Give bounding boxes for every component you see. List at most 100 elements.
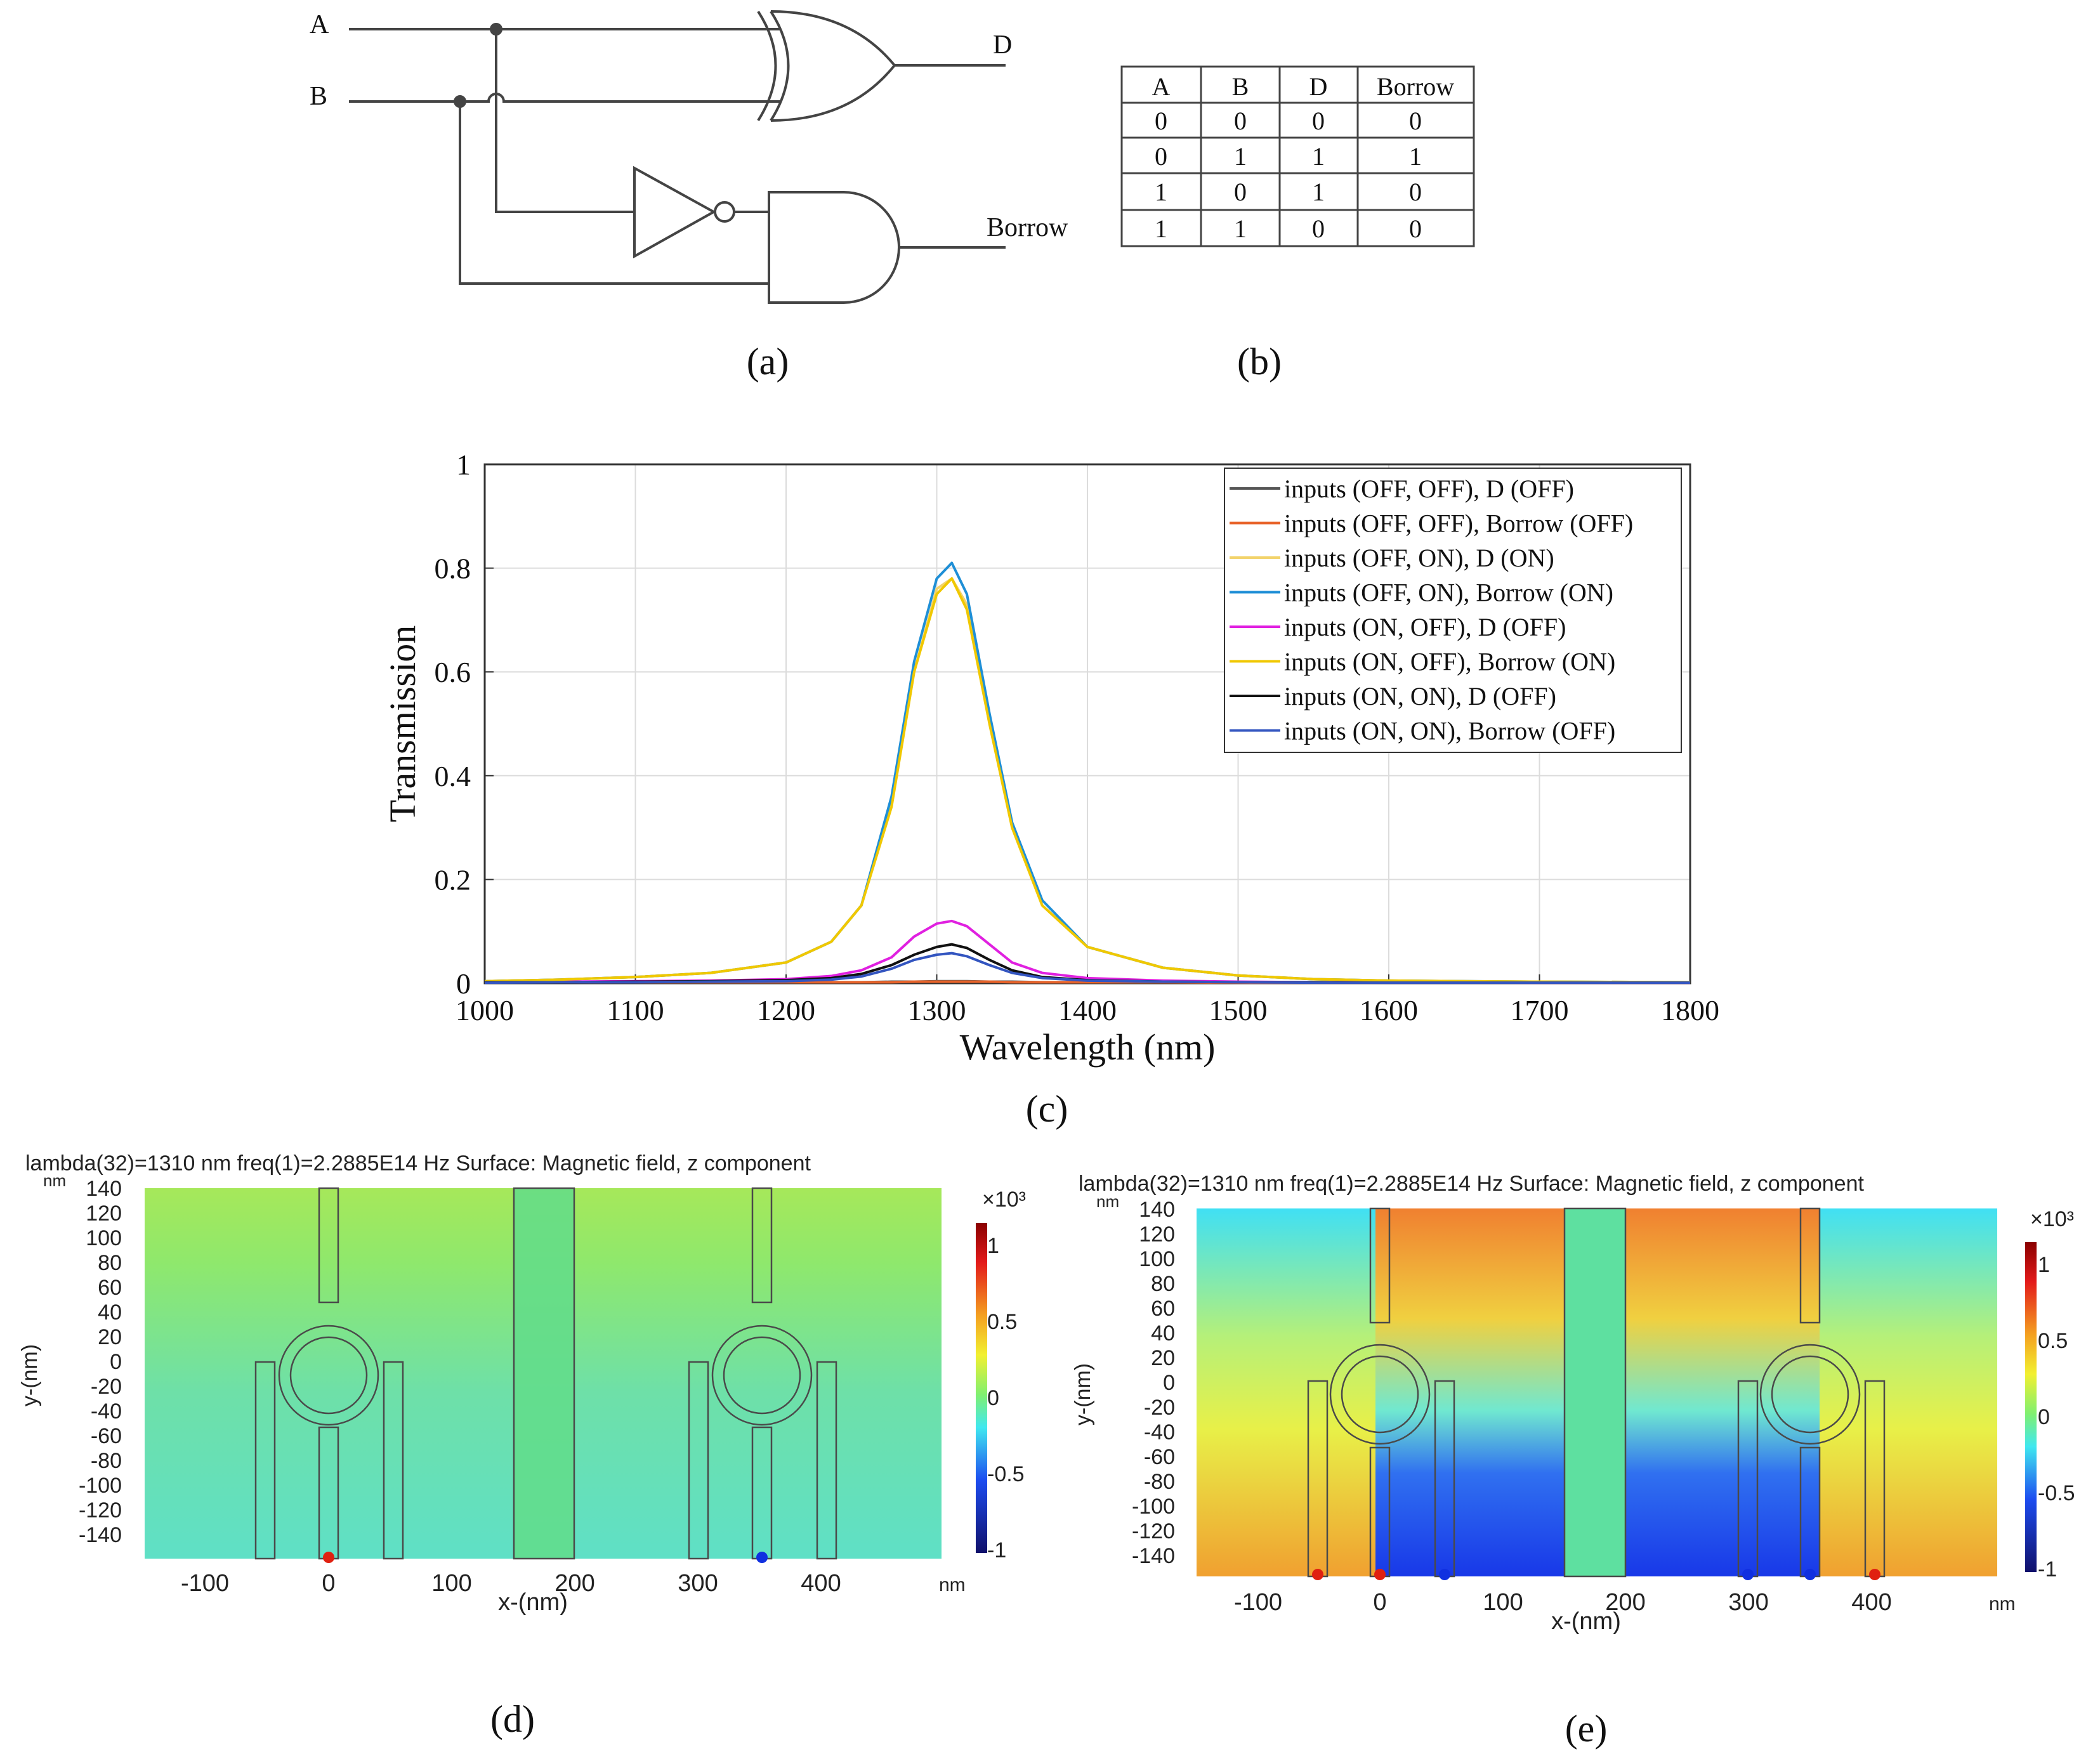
- structure-outline-d: [254, 1187, 837, 1560]
- colorbar-exponent-d: ×10³: [982, 1188, 1026, 1212]
- legend-entry: inputs (OFF, OFF), Borrow (OFF): [1284, 509, 1633, 538]
- x-tick-label: 1500: [1209, 994, 1268, 1026]
- colorbar-tick: 1: [987, 1234, 999, 1258]
- y-axis-label-e: y-(nm): [1071, 1363, 1095, 1425]
- y-tick: 40: [1151, 1321, 1175, 1345]
- hotspot: [1869, 1569, 1880, 1580]
- colorbar-tick: 0: [2038, 1405, 2050, 1429]
- output-label-d: D: [993, 30, 1012, 60]
- colorbar-exponent-e: ×10³: [2030, 1207, 2074, 1231]
- legend-entry: inputs (ON, ON), Borrow (OFF): [1284, 717, 1615, 745]
- x-tick-label: 1200: [757, 994, 815, 1026]
- unit-label-x-d: nm: [939, 1574, 966, 1595]
- x-tick: 300: [678, 1570, 718, 1597]
- hotspot: [756, 1552, 768, 1563]
- y-tick: -60: [91, 1424, 122, 1448]
- y-tick: 20: [1151, 1346, 1175, 1370]
- x-tick-label: 1700: [1511, 994, 1569, 1026]
- xor-gate: [757, 10, 896, 122]
- hotspot: [1804, 1569, 1816, 1580]
- y-tick: -100: [1132, 1495, 1175, 1519]
- and-gate: [768, 191, 900, 304]
- y-tick: 20: [98, 1325, 122, 1349]
- y-tick: -20: [1144, 1396, 1175, 1420]
- x-tick: 0: [322, 1570, 335, 1597]
- table-cell: 1: [1409, 142, 1422, 171]
- y-tick-label: 0.8: [435, 553, 471, 585]
- x-axis-label: Wavelength (nm): [960, 1026, 1216, 1068]
- center-waveguide-e: [1565, 1208, 1625, 1576]
- field-title-e: lambda(32)=1310 nm freq(1)=2.2885E14 Hz …: [1079, 1172, 1864, 1196]
- x-tick: 0: [1373, 1589, 1386, 1616]
- x-tick: -100: [1234, 1589, 1282, 1616]
- junction-b: [454, 95, 466, 108]
- truth-table: A B D Borrow 0 0 0 0 0 1 1 1 1 0 1 0 1 1…: [1120, 65, 1475, 247]
- x-tick: 100: [1483, 1589, 1523, 1616]
- hotspot: [1439, 1569, 1450, 1580]
- input-label-b: B: [310, 82, 327, 111]
- y-tick: 140: [1139, 1198, 1175, 1222]
- panel-label-a: (a): [747, 341, 789, 383]
- legend-entry: inputs (OFF, ON), D (ON): [1284, 544, 1554, 572]
- table-cell: 0: [1155, 142, 1167, 171]
- y-tick-label: 0.4: [435, 760, 471, 792]
- colorbar-tick: -0.5: [987, 1462, 1025, 1486]
- colorbar-tick: 0.5: [987, 1310, 1017, 1334]
- series-line-6: [484, 577, 1691, 984]
- table-header: B: [1232, 72, 1249, 101]
- y-tick: 120: [86, 1201, 122, 1226]
- table-cell: 1: [1155, 178, 1167, 206]
- y-tick: -100: [79, 1474, 122, 1498]
- y-tick: -40: [1144, 1420, 1175, 1444]
- y-tick: -80: [91, 1449, 122, 1473]
- colorbar-e: [2025, 1242, 2037, 1572]
- x-tick: 200: [555, 1570, 594, 1597]
- table-header: A: [1152, 72, 1171, 101]
- y-axis-label: Transmission: [382, 625, 423, 823]
- field-title-d: lambda(32)=1310 nm freq(1)=2.2885E14 Hz …: [25, 1151, 811, 1175]
- x-tick: 200: [1605, 1589, 1645, 1616]
- unit-label-x-e: nm: [1989, 1594, 2016, 1614]
- x-tick: 400: [801, 1570, 841, 1597]
- wire-a-branch: [495, 29, 634, 213]
- colorbar-tick: 0.5: [2038, 1329, 2068, 1353]
- table-cell: 0: [1409, 214, 1422, 243]
- legend-entry: inputs (ON, ON), D (OFF): [1284, 682, 1556, 710]
- wire-b-branch: [459, 101, 769, 285]
- circuit-diagram: A B D Borrow: [310, 10, 1068, 304]
- panel-label-e: (e): [1565, 1708, 1608, 1750]
- y-tick: 100: [86, 1226, 122, 1250]
- x-axis-label-e: x-(nm): [1551, 1608, 1621, 1635]
- y-tick: 80: [98, 1251, 122, 1275]
- x-tick-label: 1000: [456, 994, 514, 1026]
- y-tick: -140: [1132, 1544, 1175, 1568]
- legend-entry: inputs (OFF, OFF), D (OFF): [1284, 475, 1574, 503]
- not-gate: [633, 166, 735, 259]
- table-cell: 0: [1312, 107, 1325, 135]
- output-label-borrow: Borrow: [987, 213, 1068, 242]
- table-cell: 1: [1155, 214, 1167, 243]
- field-region-e: [1375, 1208, 1570, 1576]
- table-cell: 1: [1312, 178, 1325, 206]
- x-tick: 100: [431, 1570, 471, 1597]
- wire-b: [349, 93, 780, 103]
- table-cell: 0: [1409, 107, 1422, 135]
- y-tick: 140: [86, 1177, 122, 1201]
- table-cell: 0: [1234, 107, 1247, 135]
- y-tick: 120: [1139, 1222, 1175, 1247]
- table-header: Borrow: [1377, 72, 1454, 101]
- x-tick: -100: [181, 1570, 229, 1597]
- unit-label-y-e: nm: [1096, 1192, 1119, 1211]
- y-tick: 0: [110, 1350, 122, 1374]
- y-axis-label-d: y-(nm): [18, 1344, 42, 1406]
- table-cell: 1: [1312, 142, 1325, 171]
- table-cell: 0: [1312, 214, 1325, 243]
- legend-box: [1224, 468, 1682, 753]
- y-tick: 80: [1151, 1272, 1175, 1296]
- y-tick: -120: [79, 1498, 122, 1522]
- table-header: D: [1309, 72, 1328, 101]
- colorbar-tick: 0: [987, 1386, 999, 1410]
- y-tick: -40: [91, 1399, 122, 1424]
- table-cell: 1: [1234, 214, 1247, 243]
